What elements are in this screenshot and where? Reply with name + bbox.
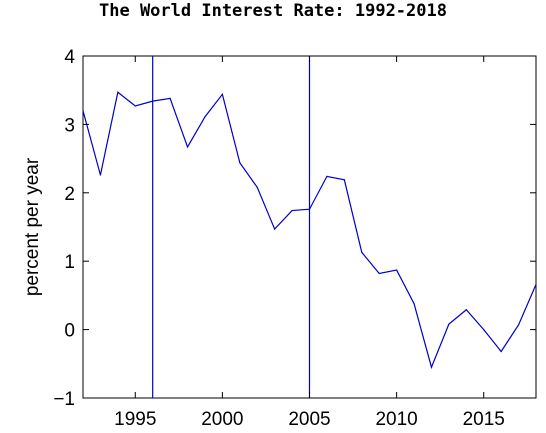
y-axis-ticks: −1 0 1 2 3 4 [53, 47, 536, 410]
data-point [430, 366, 433, 368]
x-tick-label: 2010 [375, 409, 417, 430]
data-point [483, 329, 485, 331]
data-point [465, 309, 467, 311]
data-point [204, 116, 206, 118]
data-point [239, 162, 241, 164]
x-tick-label: 2015 [463, 409, 505, 430]
data-point [169, 97, 171, 100]
y-tick-label: 1 [64, 252, 75, 273]
data-point [82, 110, 84, 112]
x-axis-ticks: 1995 2000 2005 2010 2015 [114, 56, 505, 430]
data-point [152, 100, 154, 102]
data-point [378, 272, 380, 275]
data-point [308, 208, 311, 210]
y-tick-label: 4 [64, 47, 75, 68]
x-tick-label: 1995 [114, 409, 156, 430]
y-tick-label: 2 [64, 184, 75, 205]
y-tick-label: 0 [64, 321, 75, 342]
data-point [361, 251, 363, 253]
data-points [82, 91, 537, 368]
y-axis-label: percent per year [22, 157, 43, 296]
vertical-lines [152, 56, 311, 398]
data-point [256, 186, 258, 188]
data-point [186, 146, 189, 148]
chart-title: The World Interest Rate: 1992-2018 [99, 1, 447, 21]
data-point [413, 303, 415, 305]
data-point [396, 269, 398, 271]
data-point [343, 179, 345, 181]
y-tick-label: −1 [53, 389, 75, 410]
data-point [221, 93, 223, 95]
x-tick-label: 2005 [288, 409, 330, 430]
data-point [274, 228, 276, 230]
data-point [99, 174, 102, 176]
x-tick-label: 2000 [201, 409, 243, 430]
data-point [117, 91, 119, 93]
data-point [326, 175, 328, 177]
data-point [500, 350, 502, 353]
data-point [448, 323, 450, 325]
data-point [291, 209, 293, 212]
y-tick-label: 3 [64, 115, 75, 136]
data-point [134, 105, 136, 107]
data-point [535, 283, 537, 286]
data-point [517, 324, 520, 326]
